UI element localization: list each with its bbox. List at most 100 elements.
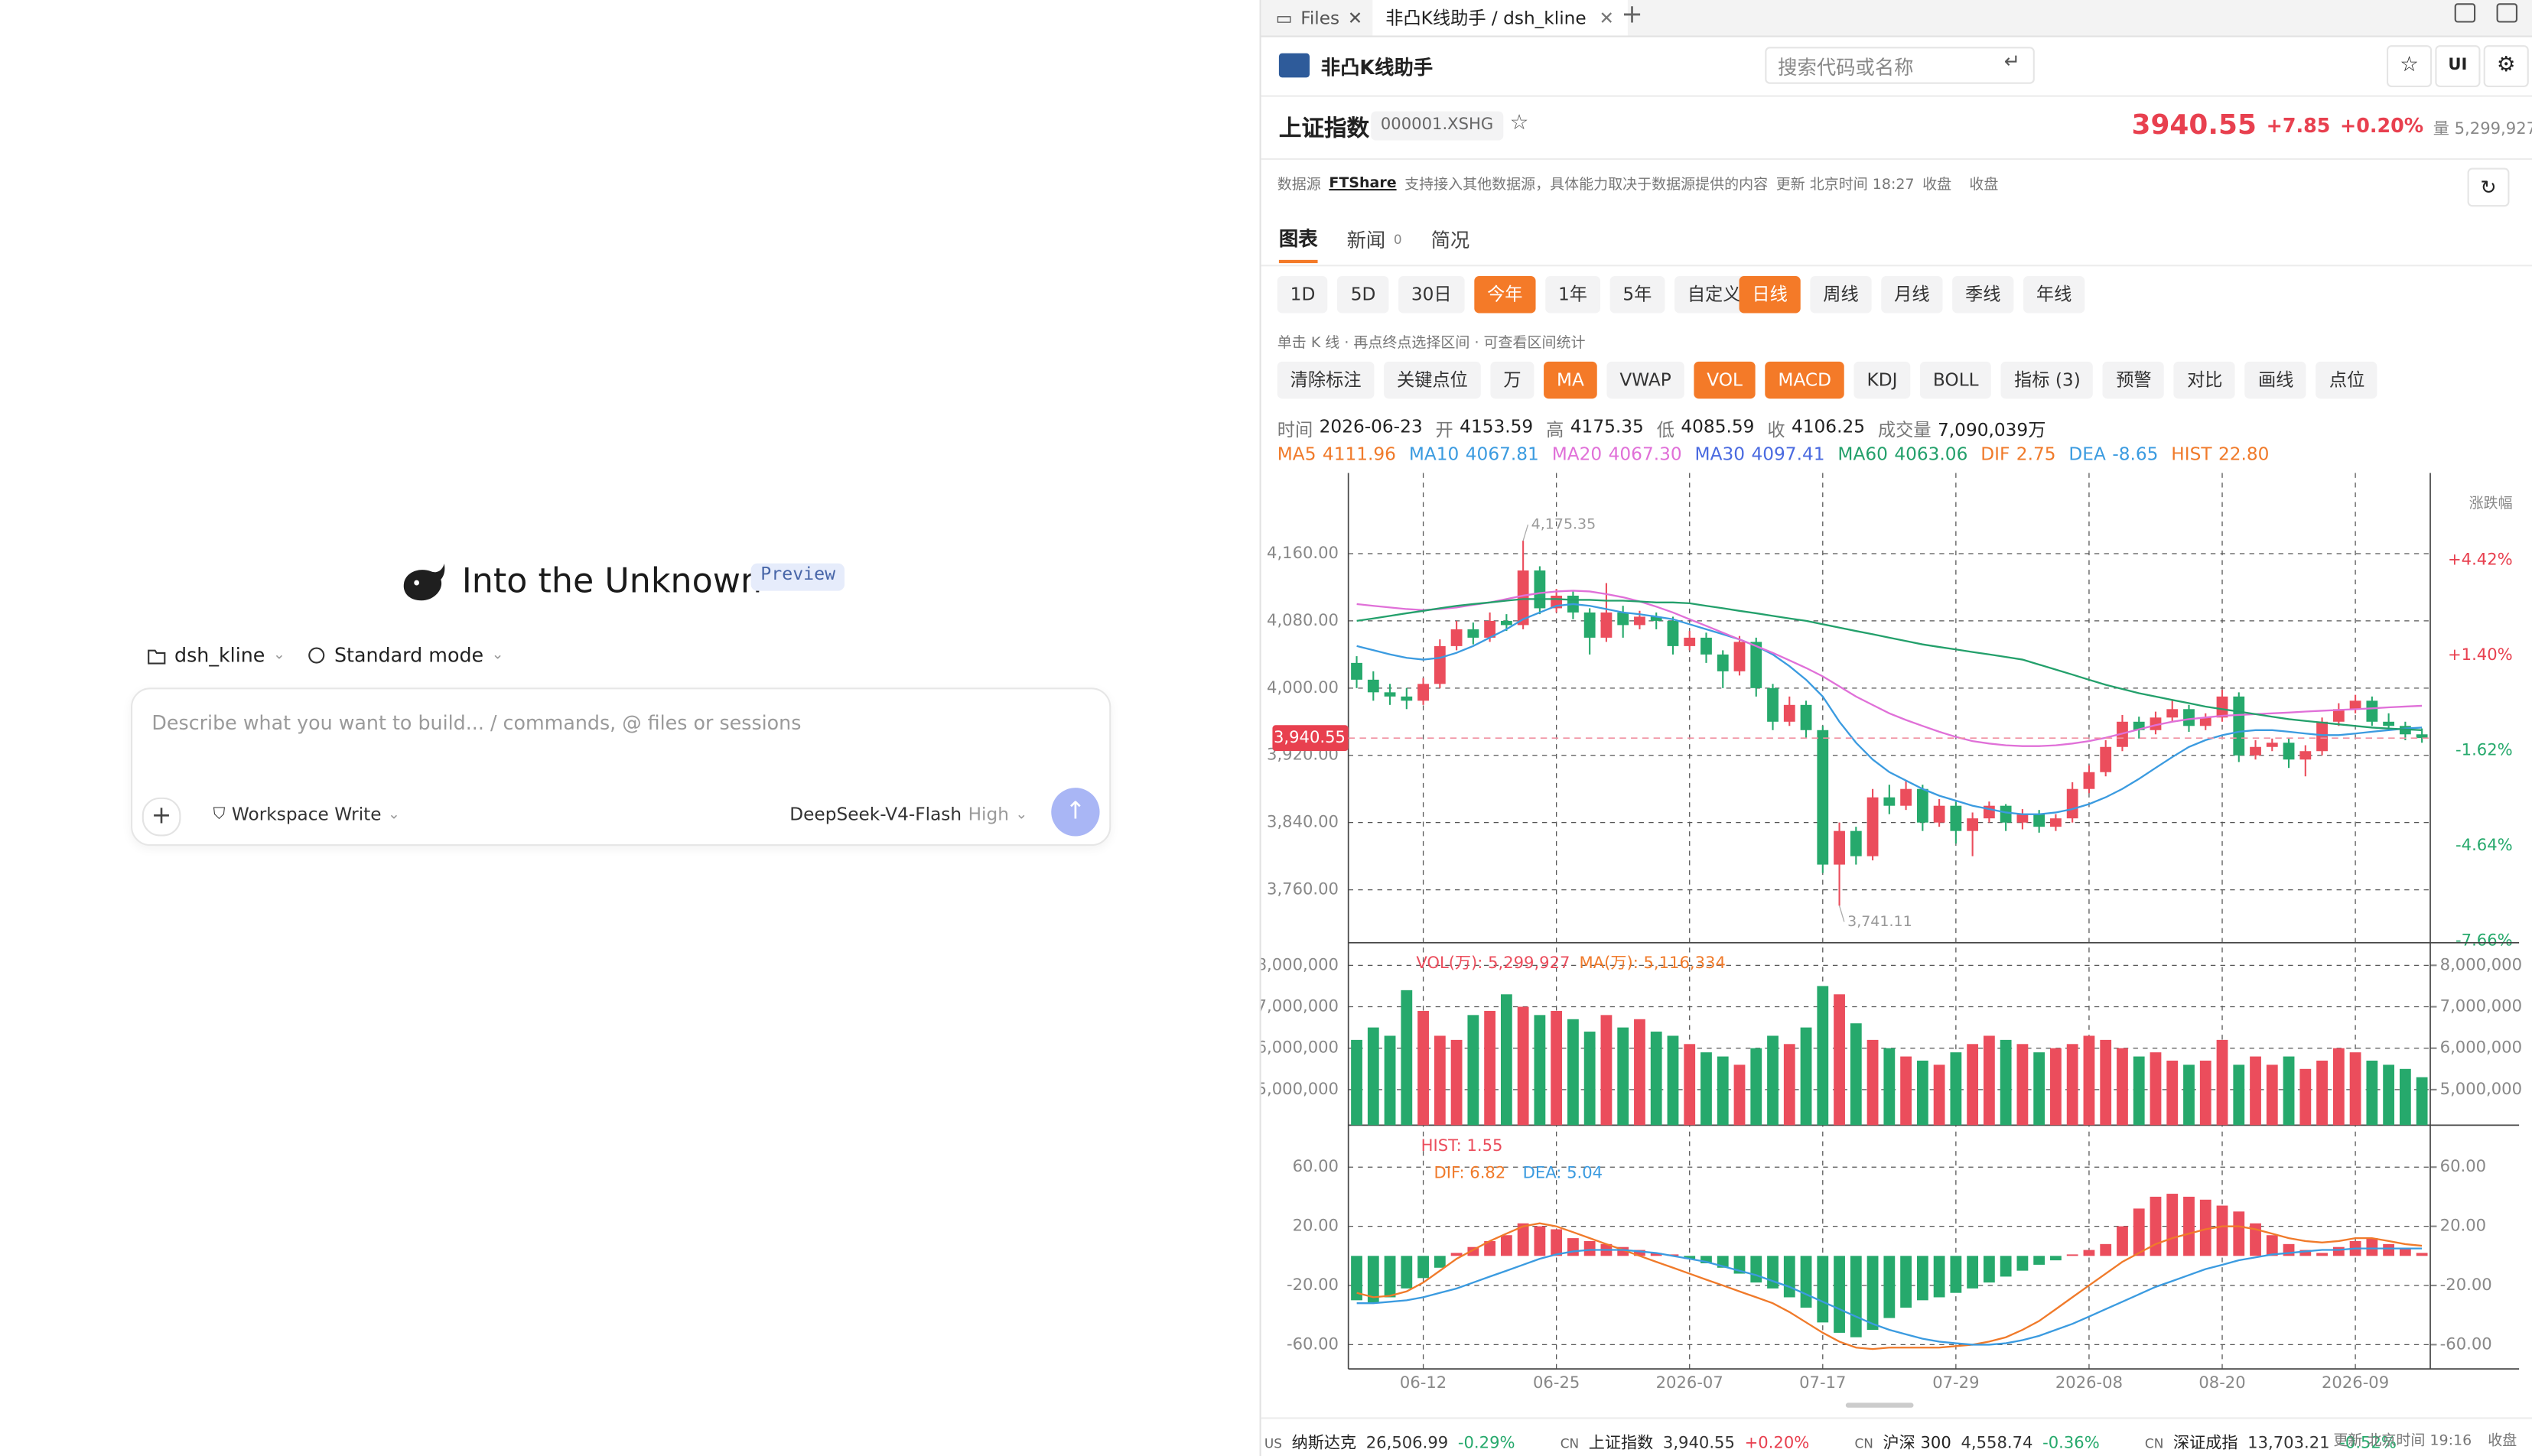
button[interactable]: 年线 bbox=[2023, 275, 2085, 314]
hist-bar bbox=[2133, 1208, 2145, 1256]
hist-bar bbox=[1434, 1256, 1446, 1268]
close[interactable]: ✕ bbox=[1599, 7, 1615, 28]
mode-name: Standard mode bbox=[334, 644, 484, 667]
kline-chart[interactable]: 06-12 06-25 2026-07 07-17 07-29 2026-08 08-20 2… bbox=[1261, 460, 2532, 1405]
refresh-button[interactable]: ↻ bbox=[2467, 167, 2510, 207]
model-select[interactable]: DeepSeek-V4-Flash High ⌄ bbox=[789, 804, 1027, 824]
button[interactable]: VOL bbox=[1694, 361, 1756, 399]
indicator-label: DIF bbox=[1980, 444, 2010, 465]
candle-body bbox=[1900, 788, 1912, 806]
separator bbox=[1261, 158, 2532, 160]
layout-button[interactable] bbox=[2454, 3, 2476, 23]
y2-tick-label: 5,000,000 bbox=[2440, 1079, 2522, 1098]
favorite-button[interactable]: ☆ bbox=[2387, 45, 2433, 87]
hist-bar bbox=[1750, 1256, 1762, 1283]
add-button[interactable]: + bbox=[142, 797, 181, 837]
button[interactable]: 1年 bbox=[1545, 275, 1600, 314]
candle-body bbox=[2183, 709, 2195, 726]
button[interactable]: 预警 bbox=[2103, 361, 2165, 399]
sidebar-button[interactable] bbox=[2496, 3, 2518, 23]
hist-bar bbox=[2399, 1248, 2411, 1256]
indicator-item: HIST 22.80 bbox=[2171, 444, 2269, 465]
chevron: ⌄ bbox=[387, 806, 400, 823]
candle-body bbox=[2150, 717, 2162, 730]
button[interactable]: 今年 bbox=[1474, 275, 1536, 314]
button[interactable]: 点位 bbox=[2316, 361, 2378, 399]
mode-icon bbox=[308, 647, 325, 664]
scroll-handle[interactable] bbox=[1845, 1402, 1914, 1408]
button[interactable]: 周线 bbox=[1810, 275, 1872, 314]
hist-bar bbox=[1617, 1246, 1629, 1256]
candle-body bbox=[1800, 704, 1812, 730]
button[interactable]: 万 bbox=[1490, 361, 1534, 399]
button[interactable]: 5年 bbox=[1609, 275, 1665, 314]
send-button[interactable]: ↑ bbox=[1051, 788, 1100, 837]
button[interactable]: 对比 bbox=[2174, 361, 2236, 399]
prompt-box[interactable] bbox=[130, 687, 1111, 847]
y-tick-label: 4,000.00 bbox=[1267, 678, 1339, 697]
hist-bar bbox=[1850, 1256, 1862, 1337]
permission-select[interactable]: ⛉ Workspace Write ⌄ bbox=[213, 804, 400, 824]
files-tab[interactable]: ▭ Files ✕ bbox=[1276, 0, 1362, 35]
tab[interactable]: 简况 bbox=[1431, 226, 1470, 262]
candle-body bbox=[2233, 696, 2245, 756]
source-label: 数据源 bbox=[1277, 177, 1321, 194]
close[interactable]: ✕ bbox=[1347, 7, 1363, 28]
button[interactable]: KDJ bbox=[1853, 361, 1911, 399]
info-value: 4106.25 bbox=[1791, 416, 1866, 438]
candle-body bbox=[2016, 814, 2029, 823]
candle-body bbox=[1534, 570, 1546, 609]
button[interactable]: 指标 (3) bbox=[2001, 361, 2094, 399]
new-tab[interactable]: + bbox=[1621, 0, 1643, 29]
volume-bar bbox=[1667, 1035, 1679, 1126]
candle-body bbox=[1883, 797, 1896, 806]
indicator-item: MA10 4067.81 bbox=[1409, 444, 1539, 465]
search-box[interactable] bbox=[1765, 47, 2035, 84]
button[interactable]: 季线 bbox=[1952, 275, 2014, 314]
button[interactable]: BOLL bbox=[1920, 361, 1992, 399]
button[interactable]: 画线 bbox=[2245, 361, 2307, 399]
volume-bar bbox=[2083, 1035, 2095, 1126]
macd-label: HIST: 1.55 bbox=[1421, 1136, 1503, 1155]
settings-button[interactable]: ⚙ bbox=[2483, 45, 2529, 87]
volume-bar bbox=[1783, 1044, 1795, 1126]
volume-bar bbox=[1850, 1023, 1862, 1126]
volume-bar bbox=[2117, 1048, 2128, 1126]
button[interactable]: 日线 bbox=[1739, 275, 1801, 314]
button[interactable]: MACD bbox=[1765, 361, 1844, 399]
indicator-value: 4063.06 bbox=[1894, 444, 1968, 465]
hist-bar bbox=[1817, 1256, 1829, 1323]
info-value: 4085.59 bbox=[1681, 416, 1755, 438]
button[interactable]: 30日 bbox=[1398, 275, 1465, 314]
y-tick-label: 8,000,000 bbox=[1261, 954, 1339, 973]
hist-bar bbox=[2199, 1199, 2211, 1256]
active-tab[interactable]: 非凸K线助手 / dsh_kline ✕ bbox=[1372, 0, 1627, 36]
tab[interactable]: 新闻 0 bbox=[1347, 226, 1402, 262]
chevron: ⌄ bbox=[491, 647, 504, 664]
button[interactable]: 关键点位 bbox=[1384, 361, 1481, 399]
button[interactable]: 1D bbox=[1277, 275, 1329, 314]
volume-bar bbox=[2199, 1060, 2211, 1126]
info-value: 4175.35 bbox=[1570, 416, 1644, 438]
mode-select[interactable]: Standard mode ⌄ bbox=[307, 644, 504, 667]
folder-select[interactable]: dsh_kline ⌄ bbox=[147, 644, 285, 667]
tab[interactable]: 图表 bbox=[1278, 224, 1318, 264]
button[interactable]: 5D bbox=[1337, 275, 1389, 314]
volume-bar bbox=[1883, 1048, 1896, 1126]
candle-body bbox=[1650, 616, 1662, 621]
folder-icon: ▭ bbox=[1275, 7, 1293, 28]
volume-bar bbox=[2316, 1060, 2328, 1126]
indicator-label: MA5 bbox=[1277, 444, 1316, 465]
hist-bar bbox=[2016, 1256, 2029, 1271]
provider[interactable]: FTShare bbox=[1329, 175, 1397, 192]
watch-button[interactable]: ☆ bbox=[1509, 111, 1529, 136]
info-item: 开 4153.59 bbox=[1436, 417, 1534, 443]
candle-body bbox=[1684, 637, 1696, 646]
ui-button[interactable]: UI bbox=[2435, 45, 2481, 87]
button[interactable]: 清除标注 bbox=[1277, 361, 1375, 399]
button[interactable]: MA bbox=[1544, 361, 1597, 399]
button[interactable]: VWAP bbox=[1606, 361, 1684, 399]
button[interactable]: 月线 bbox=[1881, 275, 1943, 314]
indicator-label: HIST bbox=[2171, 444, 2212, 465]
model: DeepSeek-V4-Flash bbox=[789, 804, 962, 825]
